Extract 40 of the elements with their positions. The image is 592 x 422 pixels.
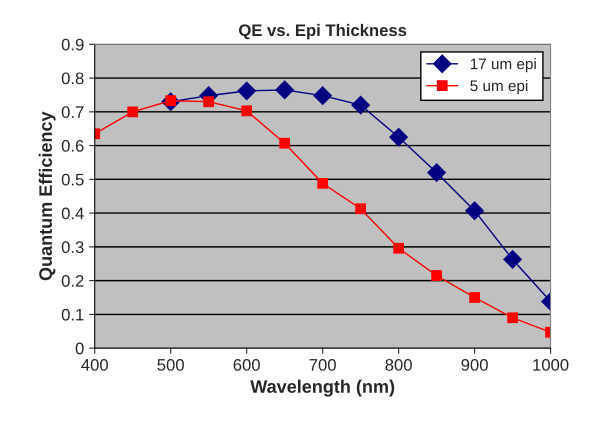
point: [465, 201, 484, 220]
point: [127, 106, 138, 118]
point: [393, 242, 404, 254]
legend-label: 17 um epi: [470, 58, 536, 72]
y-tick-label: 0.3: [62, 241, 84, 254]
point: [389, 128, 408, 147]
y-tick-label: 0: [76, 342, 84, 354]
y-tick-label: 0.5: [62, 174, 84, 186]
point: [279, 138, 290, 149]
y-tick-label: 0.6: [62, 140, 84, 152]
x-tick-label: 900: [461, 359, 488, 371]
y-tick-label: 0.4: [62, 208, 84, 220]
x-axis-title: Wavelength (nm): [250, 380, 394, 397]
point: [313, 86, 332, 105]
y-tick-label: 0.7: [62, 106, 84, 118]
point: [431, 270, 442, 281]
point: [427, 163, 446, 182]
y-tick-label: 0.9: [62, 38, 84, 51]
point: [275, 80, 294, 100]
x-tick-label: 1000: [533, 359, 568, 371]
y-axis-title: Quantum Efficiency: [38, 112, 56, 280]
point: [203, 96, 214, 108]
legend-label: 5 um epi: [470, 80, 528, 94]
point: [351, 96, 370, 114]
point: [469, 292, 480, 303]
y-tick-label: 0.2: [62, 275, 84, 287]
x-tick-label: 800: [385, 359, 412, 371]
point: [237, 82, 256, 100]
point: [317, 178, 328, 189]
point: [241, 105, 252, 116]
x-tick-label: 700: [310, 359, 336, 371]
x-tick-label: 400: [81, 359, 108, 371]
point: [355, 203, 366, 214]
point: [503, 250, 522, 269]
y-tick-label: 0.1: [62, 308, 84, 321]
x-tick-label: 500: [157, 359, 184, 371]
point: [507, 312, 518, 324]
x-tick-label: 600: [234, 359, 260, 371]
chart-title: QE vs. Epi Thickness: [239, 24, 406, 40]
y-tick-label: 0.8: [62, 72, 84, 84]
